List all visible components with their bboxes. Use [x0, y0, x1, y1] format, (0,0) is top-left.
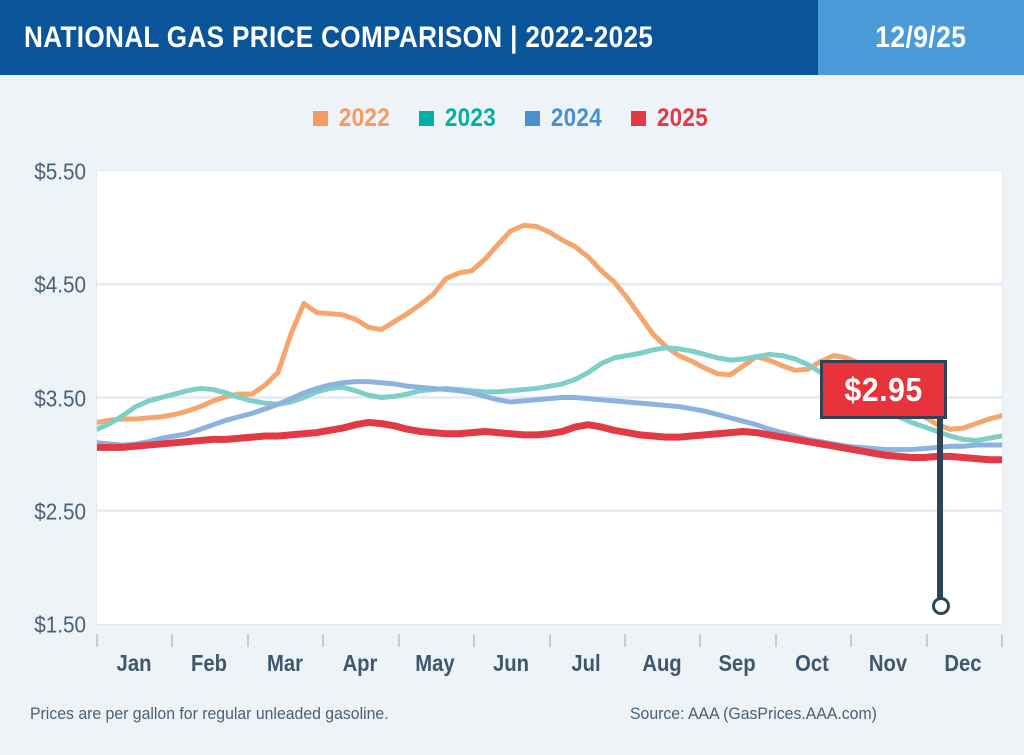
legend-swatch-icon — [419, 111, 435, 126]
x-axis-tick — [699, 634, 702, 647]
y-axis-tick-label: $1.50 — [34, 611, 86, 638]
x-axis-month-label: Jul — [571, 650, 601, 676]
current-price-marker — [932, 597, 950, 615]
y-axis-tick-label: $3.50 — [34, 385, 86, 411]
legend-label: 2022 — [339, 104, 391, 132]
x-axis-tick — [850, 634, 853, 647]
x-axis-month-label: Mar — [266, 650, 303, 676]
legend-item-2025[interactable]: 2025 — [630, 104, 711, 133]
legend-swatch-icon — [525, 111, 540, 126]
series-line-2022[interactable] — [94, 222, 1005, 432]
x-axis-month-label: Oct — [795, 650, 830, 676]
x-axis-tick — [925, 634, 928, 647]
x-axis-tick — [1001, 634, 1003, 647]
x-axis-month-label: Feb — [191, 650, 228, 676]
x-axis-tick — [246, 634, 249, 647]
footer-source: Source: AAA (GasPrices.AAA.com) — [630, 704, 877, 723]
x-axis-tick — [322, 634, 325, 647]
x-axis-month-label: May — [415, 650, 456, 676]
callout-stem — [937, 362, 943, 606]
page-title: NATIONAL GAS PRICE COMPARISON | 2022-202… — [24, 20, 654, 54]
legend-label: 2023 — [445, 104, 497, 132]
series-line-2025[interactable] — [93, 418, 1006, 464]
legend-item-2023[interactable]: 2023 — [419, 104, 499, 133]
y-axis-tick-label: $5.50 — [34, 158, 86, 185]
x-axis-tick — [473, 634, 476, 647]
x-axis-tick — [774, 634, 777, 647]
x-axis-month-label: Apr — [342, 650, 378, 676]
chart-area: $5.50 $4.50 $3.50 $2.50 $1.50 Jan Feb Mar Apr Ma… — [0, 150, 1024, 676]
footer: Prices are per gallon for regular unlead… — [0, 690, 1024, 755]
x-axis-month-label: Jan — [116, 650, 152, 676]
legend-swatch-icon — [630, 111, 646, 126]
x-axis-month-label: Dec — [944, 650, 982, 676]
x-axis-tick — [397, 634, 400, 647]
x-axis-tick — [623, 634, 626, 647]
x-axis-month-label: Sep — [718, 650, 756, 676]
legend-label: 2025 — [656, 104, 708, 132]
callout-flag: $2.95 — [820, 360, 947, 419]
x-axis-month-label: Jun — [492, 650, 529, 676]
header-date-panel: 12/9/25 — [818, 0, 1024, 75]
x-axis-tick — [171, 634, 174, 647]
footer-note: Prices are per gallon for regular unlead… — [30, 704, 389, 723]
legend-label: 2024 — [550, 104, 602, 132]
legend-item-2024[interactable]: 2024 — [525, 104, 605, 133]
header-bar: NATIONAL GAS PRICE COMPARISON | 2022-202… — [0, 0, 1024, 75]
header-title-panel: NATIONAL GAS PRICE COMPARISON | 2022-202… — [0, 0, 818, 75]
x-axis-tick — [96, 634, 98, 647]
x-axis-month-label: Nov — [868, 650, 907, 676]
y-axis-labels: $5.50 $4.50 $3.50 $2.50 $1.50 — [0, 150, 86, 650]
legend-swatch-icon — [313, 111, 329, 126]
callout-value: $2.95 — [844, 370, 923, 408]
y-axis-tick-label: $2.50 — [34, 498, 86, 525]
x-axis-month-label: Aug — [641, 650, 682, 676]
x-axis-tick — [548, 634, 551, 647]
x-axis-labels: Jan Feb Mar Apr May Jun Jul Aug Sep Oct Nov Dec — [96, 632, 1003, 682]
chart-legend: 2022 2023 2024 2025 — [0, 104, 1024, 133]
y-axis-tick-label: $4.50 — [34, 271, 86, 298]
legend-item-2022[interactable]: 2022 — [313, 104, 393, 133]
report-date: 12/9/25 — [875, 20, 967, 54]
